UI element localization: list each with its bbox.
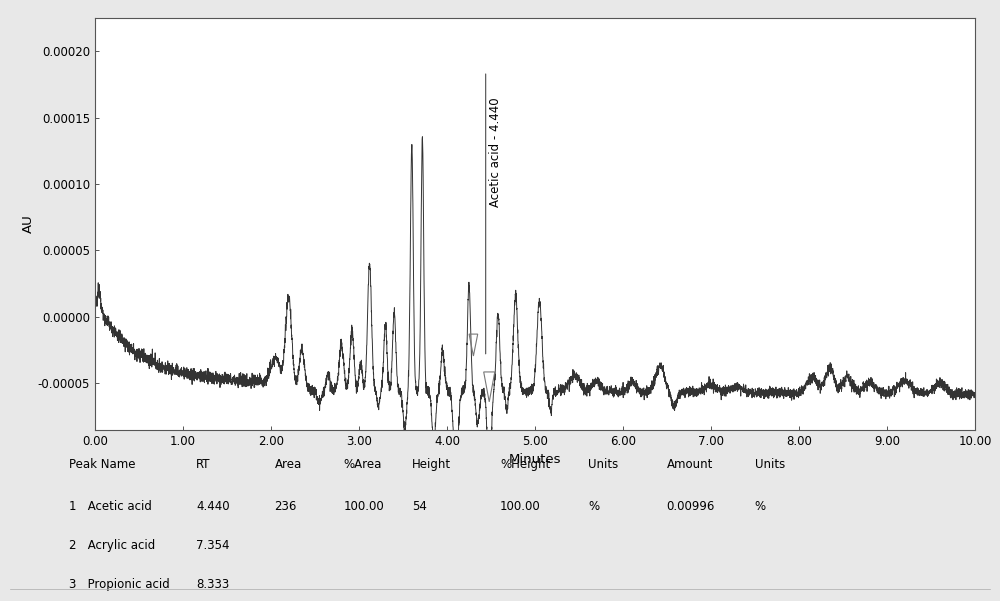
Text: %Height: %Height bbox=[500, 458, 550, 471]
Y-axis label: AU: AU bbox=[22, 215, 35, 233]
Text: 8.333: 8.333 bbox=[196, 578, 229, 591]
Text: 4.440: 4.440 bbox=[196, 501, 230, 513]
Text: 7.354: 7.354 bbox=[196, 539, 230, 552]
Text: Acetic acid - 4.440: Acetic acid - 4.440 bbox=[489, 98, 502, 207]
Text: 100.00: 100.00 bbox=[343, 501, 384, 513]
Text: %Area: %Area bbox=[343, 458, 382, 471]
Text: 2   Acrylic acid: 2 Acrylic acid bbox=[69, 539, 155, 552]
Text: 0.00996: 0.00996 bbox=[667, 501, 715, 513]
Text: %: % bbox=[588, 501, 599, 513]
Text: Area: Area bbox=[275, 458, 302, 471]
Text: Height: Height bbox=[412, 458, 451, 471]
Text: RT: RT bbox=[196, 458, 211, 471]
Text: Peak Name: Peak Name bbox=[69, 458, 135, 471]
Text: Amount: Amount bbox=[667, 458, 713, 471]
Text: 236: 236 bbox=[275, 501, 297, 513]
Text: 3   Propionic acid: 3 Propionic acid bbox=[69, 578, 170, 591]
Text: 1   Acetic acid: 1 Acetic acid bbox=[69, 501, 152, 513]
Text: 100.00: 100.00 bbox=[500, 501, 541, 513]
Text: %: % bbox=[755, 501, 766, 513]
X-axis label: Minutes: Minutes bbox=[509, 453, 561, 466]
Text: Units: Units bbox=[588, 458, 618, 471]
Text: Units: Units bbox=[755, 458, 785, 471]
Text: 54: 54 bbox=[412, 501, 427, 513]
